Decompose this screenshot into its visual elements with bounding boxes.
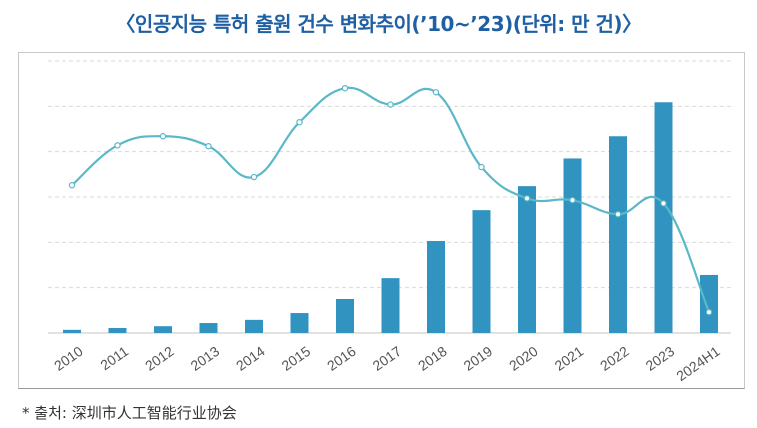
x-tick-label: 2023: [642, 343, 677, 374]
line-point-2016: [341, 84, 349, 92]
bar-2024H1: [700, 274, 718, 333]
line-point-2015: [296, 118, 303, 126]
x-tick-label: 2015: [278, 343, 313, 374]
bar-2021: [563, 158, 582, 333]
x-tick-label: 2022: [597, 343, 632, 374]
line-point-2023: [660, 200, 667, 207]
line-point-2017: [387, 101, 394, 108]
source-note: * 출처: 深圳市人工智能行业协会: [22, 404, 237, 422]
line-point-2022: [614, 211, 622, 218]
chart-title: 〈인공지능 특허 출원 건수 변화추이(’10~’23)(단위: 만 건)〉: [115, 12, 642, 36]
line-point-2010: [68, 182, 76, 189]
x-tick-label: 2012: [142, 343, 177, 374]
bar-2016: [336, 299, 354, 333]
line-points: [68, 84, 713, 316]
bar-2022: [609, 136, 627, 333]
x-tick-label: 2018: [415, 343, 450, 374]
x-tick-label: 2014: [233, 343, 268, 374]
x-tick-label: 2019: [460, 343, 495, 374]
bar-2019: [472, 210, 491, 333]
x-tick-label: 2017: [369, 343, 404, 374]
bar-2017: [381, 278, 400, 333]
line-point-2018: [432, 89, 440, 96]
x-tick-label: 2020: [506, 343, 541, 374]
bar-2013: [199, 323, 218, 333]
line-point-2024H1: [705, 308, 713, 316]
bar-2023: [654, 102, 673, 334]
line-point-2021: [569, 196, 576, 204]
bar-2012: [154, 326, 172, 333]
x-tick-label: 2013: [187, 343, 222, 374]
line-point-2011: [114, 142, 121, 149]
x-tick-label: 2024H1: [673, 343, 723, 384]
x-tick-labels: 2010 2011 2012 2013 2014 2015 2016 2017 2018 2019…: [51, 343, 723, 384]
bar-2018: [427, 240, 445, 333]
bar-2010: [63, 329, 81, 333]
line-point-2012: [159, 133, 167, 140]
chart-frame: [18, 52, 745, 389]
line-point-2014: [250, 173, 258, 181]
bar-2020: [518, 186, 536, 333]
bar-2011: [108, 328, 127, 333]
x-tick-label: 2021: [551, 343, 586, 374]
x-tick-label: 2016: [324, 343, 359, 374]
x-tick-label: 2010: [51, 343, 86, 374]
line-point-2019: [478, 163, 485, 171]
line-point-2020: [523, 195, 531, 202]
x-tick-label: 2011: [97, 343, 131, 373]
bar-2014: [245, 319, 263, 333]
bar-2015: [290, 313, 309, 333]
line-point-2013: [205, 143, 212, 150]
